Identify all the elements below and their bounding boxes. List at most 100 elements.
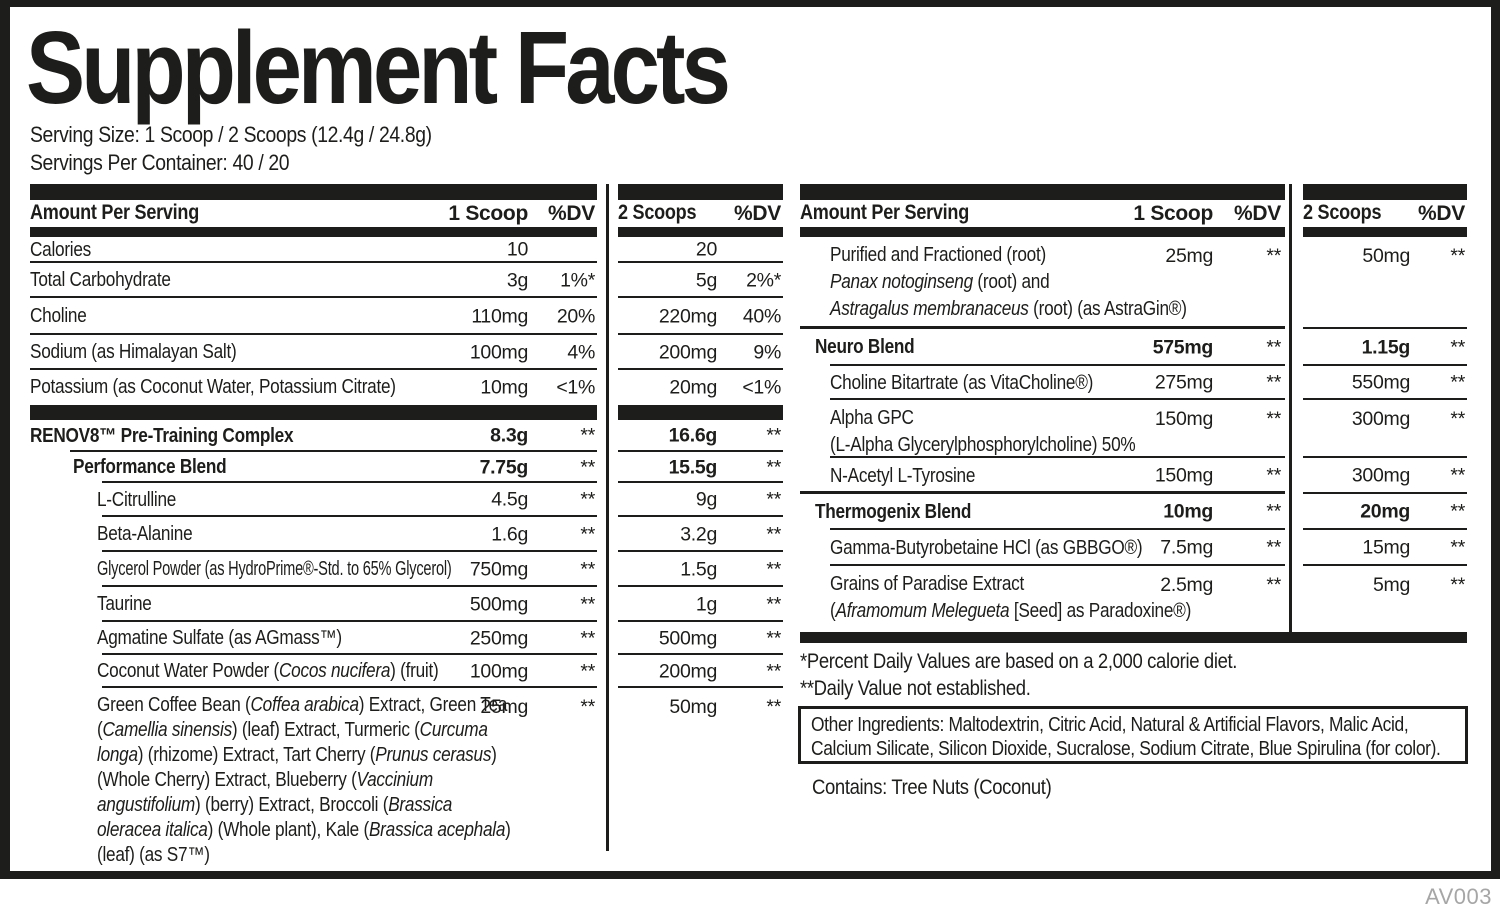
nutrient-dv: 1%* bbox=[560, 269, 595, 291]
ingredient-name: Coconut Water Powder (Cocos nucifera) (f… bbox=[97, 660, 439, 682]
value-dv: ** bbox=[766, 696, 781, 718]
value-row: 5g 2%* bbox=[618, 263, 783, 298]
page-title: Supplement Facts bbox=[26, 10, 731, 125]
serving-size-line: Serving Size: 1 Scoop / 2 Scoops (12.4g … bbox=[30, 122, 432, 147]
ingredient-amount: 100mg bbox=[469, 660, 528, 682]
ingredient-dv: ** bbox=[580, 593, 595, 615]
value-dv: ** bbox=[766, 456, 781, 478]
value-dv: ** bbox=[1450, 464, 1465, 487]
header-2-scoops: 2 Scoops bbox=[618, 201, 697, 225]
label-border-frame bbox=[0, 0, 1500, 879]
ingredient-name: Green Coffee Bean (Coffea arabica) Extra… bbox=[97, 694, 511, 866]
table-top-bar bbox=[618, 184, 783, 200]
ingredient-row: N-Acetyl L-Tyrosine 150mg ** bbox=[800, 458, 1285, 494]
value-dv: ** bbox=[1450, 371, 1465, 394]
value-dv: ** bbox=[766, 660, 781, 682]
ingredient-row: Beta-Alanine 1.6g ** bbox=[30, 517, 597, 552]
ingredient-name: Glycerol Powder (as HydroPrime®-Std. to … bbox=[97, 558, 452, 580]
header-1-scoop: 1 Scoop bbox=[448, 201, 528, 225]
value-amount: 500mg bbox=[658, 627, 717, 649]
table-header-bar bbox=[618, 227, 783, 237]
dv-not-established-footnote: **Daily Value not established. bbox=[800, 677, 1031, 700]
value-row: 550mg ** bbox=[1303, 366, 1467, 400]
blend-row: Performance Blend 7.75g ** bbox=[30, 452, 597, 483]
ingredient-dv: ** bbox=[1266, 464, 1281, 487]
ingredient-dv: ** bbox=[580, 660, 595, 682]
ingredient-dv: ** bbox=[1266, 408, 1281, 430]
value-amount: 200mg bbox=[658, 341, 717, 363]
value-row: 20mg ** bbox=[1303, 494, 1467, 530]
value-row: 50mg ** bbox=[1303, 237, 1467, 329]
value-row: 50mg ** bbox=[618, 688, 783, 855]
ingredient-dv: ** bbox=[1266, 536, 1281, 559]
blend-row: Neuro Blend 575mg ** bbox=[800, 329, 1285, 366]
nutrient-amount: 10 bbox=[506, 238, 528, 261]
column-divider-left bbox=[606, 184, 609, 851]
value-row: 20 bbox=[618, 237, 783, 263]
nutrient-name: Choline bbox=[30, 305, 87, 327]
blend-name: RENOV8™ Pre-Training Complex bbox=[30, 424, 294, 447]
ingredient-row: Glycerol Powder (as HydroPrime®-Std. to … bbox=[30, 552, 597, 587]
value-dv: ** bbox=[1450, 536, 1465, 559]
value-row: 500mg ** bbox=[618, 622, 783, 655]
ingredient-name: Grains of Paradise Extract (Aframomum Me… bbox=[830, 573, 1192, 622]
value-dv: ** bbox=[766, 488, 781, 511]
value-dv: ** bbox=[1450, 408, 1465, 430]
right-two-scoops-column: 2 Scoops %DV 50mg ** 1.15g ** 550mg ** 3… bbox=[1303, 184, 1467, 632]
header-dv: %DV bbox=[1418, 201, 1465, 225]
ingredient-dv: ** bbox=[1266, 371, 1281, 394]
table-header: 2 Scoops %DV bbox=[1303, 200, 1467, 227]
blend-dv: ** bbox=[580, 424, 595, 447]
header-dv: %DV bbox=[548, 201, 595, 225]
ingredient-dv: ** bbox=[580, 558, 595, 580]
value-amount: 300mg bbox=[1351, 408, 1410, 430]
allergen-statement: Contains: Tree Nuts (Coconut) bbox=[812, 776, 1052, 799]
other-ingredients-text: Other Ingredients: Maltodextrin, Citric … bbox=[811, 714, 1441, 760]
ingredient-amount: 275mg bbox=[1154, 371, 1213, 394]
value-amount: 5g bbox=[695, 269, 717, 291]
value-row: 15mg ** bbox=[1303, 530, 1467, 566]
value-amount: 1.5g bbox=[680, 558, 717, 580]
table-top-bar bbox=[800, 184, 1285, 200]
value-amount: 550mg bbox=[1351, 371, 1410, 394]
ingredient-name: Choline Bitartrate (as VitaCholine®) bbox=[830, 371, 1094, 394]
value-row: 20mg <1% bbox=[618, 370, 783, 405]
percent-dv-footnote: *Percent Daily Values are based on a 2,0… bbox=[800, 650, 1238, 673]
value-row: 220mg 40% bbox=[618, 298, 783, 335]
serving-info: Serving Size: 1 Scoop / 2 Scoops (12.4g … bbox=[30, 121, 432, 177]
right-nutrition-table: Amount Per Serving 1 Scoop %DV Purified … bbox=[800, 184, 1285, 632]
value-amount: 50mg bbox=[669, 696, 717, 718]
value-dv: ** bbox=[1450, 336, 1465, 358]
value-dv: ** bbox=[1450, 574, 1465, 596]
blend-amount: 8.3g bbox=[490, 424, 528, 447]
table-row: Total Carbohydrate 3g 1%* bbox=[30, 263, 597, 298]
header-dv: %DV bbox=[734, 201, 781, 225]
blend-row: Thermogenix Blend 10mg ** bbox=[800, 494, 1285, 530]
table-header: 2 Scoops %DV bbox=[618, 200, 783, 227]
ingredient-amount: 500mg bbox=[469, 593, 528, 615]
header-1-scoop: 1 Scoop bbox=[1133, 201, 1213, 225]
value-row: 5mg ** bbox=[1303, 566, 1467, 632]
blend-dv: ** bbox=[1266, 500, 1281, 523]
ingredient-name: Purified and Fractioned (root) Panax not… bbox=[830, 244, 1187, 320]
ingredient-row: Alpha GPC (L-Alpha Glycerylphosphorylcho… bbox=[800, 400, 1285, 458]
ingredient-name: Agmatine Sulfate (as AGmass™) bbox=[97, 627, 342, 649]
ingredient-amount: 150mg bbox=[1154, 408, 1213, 430]
value-amount: 20 bbox=[695, 238, 717, 261]
label-code: AV003 bbox=[1425, 884, 1492, 909]
ingredient-dv: ** bbox=[580, 696, 595, 718]
blend-row: RENOV8™ Pre-Training Complex 8.3g ** bbox=[30, 420, 597, 452]
header-amount-per-serving: Amount Per Serving bbox=[30, 201, 199, 225]
nutrient-name: Sodium (as Himalayan Salt) bbox=[30, 341, 237, 363]
value-amount: 220mg bbox=[658, 305, 717, 327]
table-header: Amount Per Serving 1 Scoop %DV bbox=[30, 200, 597, 227]
value-amount: 16.6g bbox=[668, 424, 718, 447]
nutrient-amount: 110mg bbox=[471, 305, 528, 327]
blend-amount: 575mg bbox=[1152, 336, 1214, 358]
ingredient-name: N-Acetyl L-Tyrosine bbox=[830, 464, 976, 487]
value-row: 1.5g ** bbox=[618, 552, 783, 587]
value-row: 200mg ** bbox=[618, 655, 783, 688]
table-row: Potassium (as Coconut Water, Potassium C… bbox=[30, 370, 597, 405]
ingredient-dv: ** bbox=[1266, 245, 1281, 267]
